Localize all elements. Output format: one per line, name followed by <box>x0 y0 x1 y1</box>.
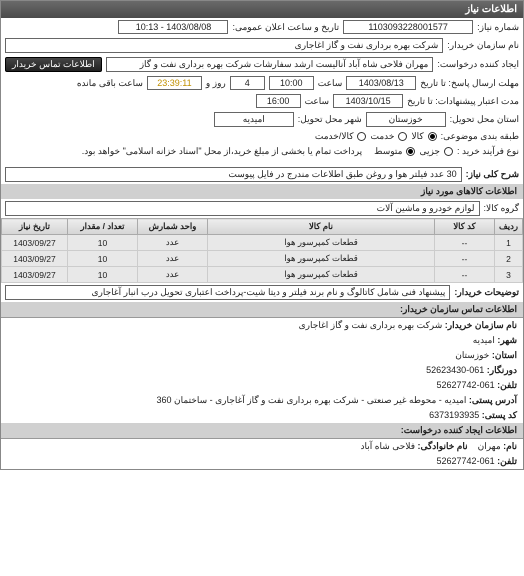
contact-addr: امیدیه - محوطه غیر صنعتی - شرکت بهره برد… <box>156 395 466 405</box>
requester-section-header: اطلاعات ایجاد کننده درخواست: <box>1 423 523 439</box>
org-name-lbl: نام سازمان خریدار: <box>445 320 517 330</box>
col-header: ردیف <box>495 219 523 235</box>
time-label-1: ساعت <box>318 78 343 89</box>
deadline-label: مهلت ارسال پاسخ: تا تاریخ <box>420 78 519 89</box>
goods-section-header: اطلاعات کالاهای مورد نیاز <box>1 184 523 199</box>
contact-family: فلاحی شاه آباد <box>361 441 416 451</box>
contact-phone: 061-52623430 <box>426 365 484 375</box>
table-cell: -- <box>435 267 495 283</box>
contact-name: مهران <box>478 441 501 451</box>
contact-city: امیدیه <box>473 335 495 345</box>
col-header: واحد شمارش <box>138 219 208 235</box>
desc-field: 30 عدد فیلتر هوا و روغن طبق اطلاعات مندر… <box>5 167 462 182</box>
buyer-notes-field: پیشنهاد فنی شامل کاتالوگ و نام برند فیلت… <box>5 285 450 300</box>
contact-province: خوزستان <box>455 350 489 360</box>
validity-label: مدت اعتبار پیشنهادات: تا تاریخ <box>407 96 519 107</box>
table-cell: عدد <box>138 251 208 267</box>
c-province-lbl: استان: <box>492 350 517 360</box>
table-row: 1--قطعات کمپرسور هواعدد101403/09/27 <box>2 235 523 251</box>
buy-med-radio[interactable] <box>406 147 415 156</box>
contact-tel: 061-52627742 <box>437 456 495 466</box>
table-cell: قطعات کمپرسور هوا <box>208 267 435 283</box>
pubdate-field: 1403/08/08 - 10:13 <box>118 20 228 34</box>
buy-partial-radio[interactable] <box>444 147 453 156</box>
buy-partial-label: جزیی <box>419 146 440 157</box>
deadline-date: 1403/08/13 <box>346 76 416 90</box>
pack-serv-label: خدمت <box>370 131 394 142</box>
province-field: خوزستان <box>366 112 446 127</box>
remain-field: 23:39:11 <box>147 76 202 90</box>
table-cell: 1 <box>495 235 523 251</box>
days-field: 4 <box>230 76 265 90</box>
buy-label: نوع فرآیند خرید : <box>457 146 519 157</box>
desc-label: شرح کلی نیاز: <box>466 169 519 180</box>
col-header: نام کالا <box>208 219 435 235</box>
num-label: شماره نیاز: <box>477 22 519 33</box>
num-field: 1103093228001577 <box>343 20 473 34</box>
c-city-lbl: شهر: <box>497 335 517 345</box>
city-label: شهر محل تحویل: <box>298 114 362 125</box>
time-label-2: ساعت <box>305 96 330 107</box>
table-cell: -- <box>435 235 495 251</box>
table-cell: 2 <box>495 251 523 267</box>
buy-med-label: متوسط <box>374 146 402 157</box>
goods-table: ردیفکد کالانام کالاواحد شمارشتعداد / مقد… <box>1 218 523 283</box>
table-cell: قطعات کمپرسور هوا <box>208 235 435 251</box>
c-name-lbl: نام: <box>503 441 517 451</box>
org-label: نام سازمان خریدار: <box>447 40 519 51</box>
pack-goods-label: کالا <box>411 131 423 142</box>
pack-serv-radio[interactable] <box>398 132 407 141</box>
table-cell: 10 <box>68 235 138 251</box>
table-cell: 10 <box>68 251 138 267</box>
main-panel: اطلاعات نیاز شماره نیاز: 110309322800157… <box>0 0 524 470</box>
table-cell: 1403/09/27 <box>2 235 68 251</box>
c-addr-lbl: آدرس پستی: <box>469 395 517 405</box>
contact-fax: 061-52627742 <box>437 380 495 390</box>
col-header: کد کالا <box>435 219 495 235</box>
contact-section-header: اطلاعات تماس سازمان خریدار: <box>1 302 523 318</box>
table-cell: -- <box>435 251 495 267</box>
buyer-notes-label: توضیحات خریدار: <box>454 287 519 298</box>
table-cell: قطعات کمپرسور هوا <box>208 251 435 267</box>
requester-field: مهران فلاحی شاه آباد آنالیست ارشد سفارشا… <box>106 57 434 72</box>
requester-label: ایجاد کننده درخواست: <box>437 59 519 70</box>
validity-time: 16:00 <box>256 94 301 108</box>
table-cell: عدد <box>138 267 208 283</box>
pack-goods-radio[interactable] <box>428 132 437 141</box>
table-row: 3--قطعات کمپرسور هواعدد101403/09/27 <box>2 267 523 283</box>
c-fax-lbl: تلفن: <box>497 380 517 390</box>
pack-both-label: کالا/خدمت <box>315 131 354 142</box>
group-field: لوازم خودرو و ماشین آلات <box>5 201 480 216</box>
table-cell: 1403/09/27 <box>2 251 68 267</box>
table-cell: عدد <box>138 235 208 251</box>
contact-button[interactable]: اطلاعات تماس خریدار <box>5 57 102 72</box>
contact-post: 6373193935 <box>429 410 479 420</box>
remain-label: ساعت باقی مانده <box>77 78 143 89</box>
city-field: امیدیه <box>214 112 294 127</box>
col-header: تعداد / مقدار <box>68 219 138 235</box>
c-post-lbl: کد پستی: <box>482 410 517 420</box>
contact-org: شرکت بهره برداری نفت و گاز اغاجاری <box>299 320 443 330</box>
col-header: تاریخ نیاز <box>2 219 68 235</box>
group-label: گروه کالا: <box>484 203 519 214</box>
c-family-lbl: نام خانوادگی: <box>418 441 468 451</box>
table-cell: 10 <box>68 267 138 283</box>
days-label: روز و <box>206 78 226 89</box>
buy-note: پرداخت تمام یا بخشی از مبلغ خرید،از محل … <box>82 146 362 157</box>
pubdate-label: تاریخ و ساعت اعلان عمومی: <box>232 22 339 33</box>
pack-label: طبقه بندی موضوعی: <box>441 131 519 142</box>
table-cell: 1403/09/27 <box>2 267 68 283</box>
table-row: 2--قطعات کمپرسور هواعدد101403/09/27 <box>2 251 523 267</box>
deadline-time: 10:00 <box>269 76 314 90</box>
org-field: شرکت بهره برداری نفت و گاز اغاجاری <box>5 38 443 53</box>
c-tel-lbl: تلفن: <box>497 456 517 466</box>
c-phone-lbl: دورنگار: <box>487 365 517 375</box>
table-cell: 3 <box>495 267 523 283</box>
province-label: استان محل تحویل: <box>450 114 519 125</box>
pack-both-radio[interactable] <box>357 132 366 141</box>
panel-header: اطلاعات نیاز <box>1 1 523 18</box>
validity-date: 1403/10/15 <box>333 94 403 108</box>
